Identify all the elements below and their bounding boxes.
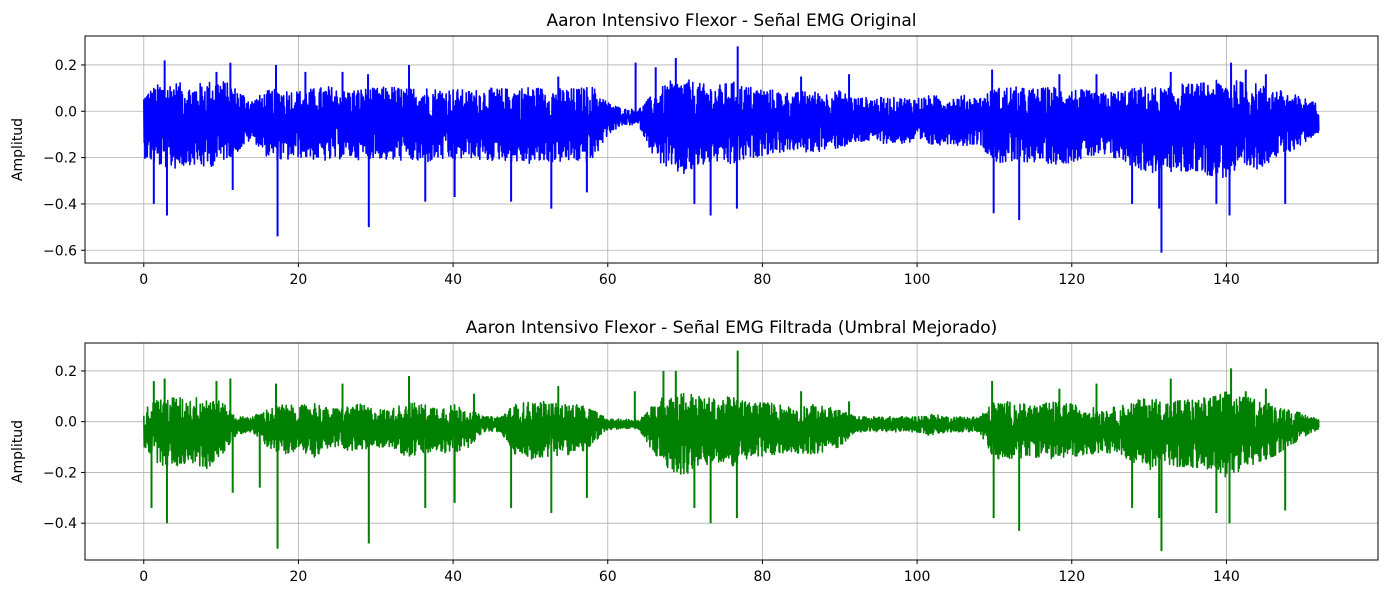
x-tick-label: 40 — [444, 272, 462, 288]
x-tick-label: 100 — [904, 272, 931, 288]
x-tick-label: 20 — [290, 569, 308, 585]
x-tick-label: 80 — [754, 569, 772, 585]
axes-frame — [84, 35, 1379, 264]
chart-title: Aaron Intensivo Flexor - Señal EMG Filtr… — [466, 318, 998, 338]
y-tick-label: 0.0 — [55, 104, 77, 120]
chart-panel-2: 0 20 40 60 80 100 120 140 −0.4 −0.2 0.0 0.2 Aaron In… — [10, 318, 1379, 585]
y-axis-label: Amplitud — [10, 420, 26, 483]
x-tick-label: 120 — [1058, 272, 1085, 288]
x-tick-label: 80 — [754, 272, 772, 288]
y-tick-label: −0.2 — [43, 151, 77, 167]
axes-frame — [84, 342, 1379, 561]
y-tick-label: 0.2 — [55, 364, 77, 380]
signal-line — [143, 391, 1320, 478]
x-tick-label: 20 — [290, 272, 308, 288]
y-tick-label: 0.0 — [55, 415, 77, 431]
x-tick-label: 100 — [904, 569, 931, 585]
chart-title: Aaron Intensivo Flexor - Señal EMG Origi… — [547, 11, 917, 31]
chart-panel-1: 0 20 40 60 80 100 120 140 −0.6 −0.4 −0.2 0.0 0.2 Aaro… — [10, 11, 1379, 288]
x-tick-label: 120 — [1058, 569, 1085, 585]
x-tick-label: 140 — [1213, 272, 1240, 288]
y-tick-label: −0.6 — [43, 243, 77, 259]
x-tick-label: 140 — [1213, 569, 1240, 585]
signal-line — [143, 79, 1320, 178]
y-tick-label: −0.4 — [43, 516, 77, 532]
x-tick-label: 0 — [139, 272, 148, 288]
y-tick-label: −0.2 — [43, 465, 77, 481]
y-tick-label: −0.4 — [43, 197, 77, 213]
y-axis-label: Amplitud — [10, 118, 26, 181]
x-tick-label: 60 — [599, 272, 617, 288]
x-tick-label: 60 — [599, 569, 617, 585]
x-tick-label: 40 — [444, 569, 462, 585]
y-tick-label: 0.2 — [55, 58, 77, 74]
x-tick-label: 0 — [139, 569, 148, 585]
